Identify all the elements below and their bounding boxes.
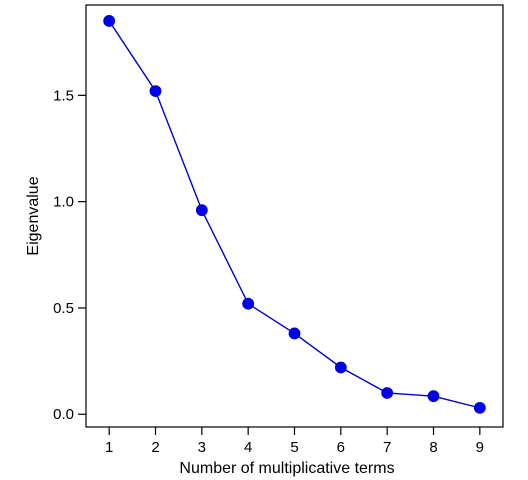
- y-tick-label: 0.5: [53, 300, 74, 317]
- x-tick-label: 2: [151, 439, 159, 456]
- data-point: [288, 327, 301, 340]
- data-point: [473, 401, 486, 414]
- data-point: [103, 15, 116, 27]
- y-tick-label: 1.0: [53, 194, 74, 211]
- data-point: [195, 204, 208, 217]
- x-tick-label: 5: [290, 439, 298, 456]
- y-axis-label: Eigenvalue: [25, 176, 42, 255]
- series-line: [108, 20, 481, 409]
- x-tick-label: 6: [337, 439, 345, 456]
- x-tick-label: 9: [476, 439, 484, 456]
- x-tick-label: 8: [429, 439, 437, 456]
- y-tick-label: 0.0: [53, 406, 74, 423]
- data-point: [381, 387, 394, 399]
- series-layer: [103, 15, 486, 414]
- y-axis: 0.0 0.5 1.0 1.5: [53, 87, 86, 423]
- data-point: [149, 85, 162, 98]
- x-tick-label: 7: [383, 439, 391, 456]
- data-point: [242, 297, 255, 310]
- plot-frame: [85, 4, 504, 428]
- y-tick-label: 1.5: [53, 87, 74, 104]
- x-tick-label: 1: [105, 439, 113, 456]
- x-axis-label: Number of multiplicative terms: [179, 460, 394, 477]
- x-tick-label: 4: [244, 439, 252, 456]
- data-point: [427, 390, 440, 403]
- x-tick-label: 3: [198, 439, 206, 456]
- x-axis: 1 2 3 4 5 6 7 8 9: [105, 427, 484, 456]
- data-point: [334, 361, 347, 374]
